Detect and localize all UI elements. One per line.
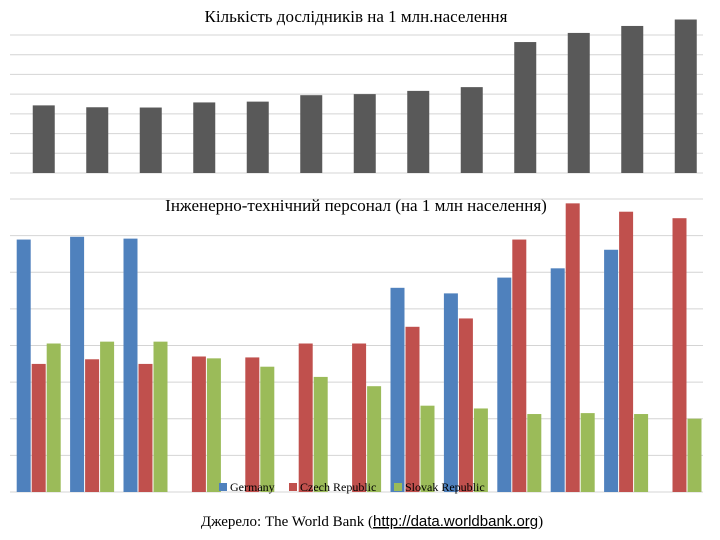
researchers-bar bbox=[407, 90, 430, 173]
bar-czech-republic bbox=[352, 343, 367, 492]
legend-label-czech-republic: Czech Republic bbox=[300, 480, 376, 494]
bar-czech-republic bbox=[619, 211, 634, 493]
bar-czech-republic bbox=[565, 203, 580, 492]
researchers-bar bbox=[246, 101, 269, 173]
researchers-bar bbox=[353, 94, 376, 173]
bar-czech-republic bbox=[405, 326, 420, 492]
researchers-bar bbox=[300, 95, 323, 173]
bar-germany bbox=[390, 287, 405, 492]
source-link[interactable]: http://data.worldbank.org bbox=[373, 513, 538, 530]
researchers-chart: Кількість дослідників на 1 млн.населення bbox=[10, 7, 703, 174]
bar-slovak-republic bbox=[206, 358, 221, 492]
legend-label-slovak-republic: Slovak Republic bbox=[405, 480, 485, 494]
legend-swatch-slovak-republic bbox=[394, 483, 402, 491]
engineering-staff-chart: Інженерно-технічний персонал (на 1 млн н… bbox=[10, 196, 703, 494]
researchers-bar bbox=[460, 87, 483, 173]
bar-czech-republic bbox=[31, 363, 46, 492]
engineering-chart-title: Інженерно-технічний персонал (на 1 млн н… bbox=[165, 196, 547, 215]
bar-slovak-republic bbox=[687, 418, 702, 492]
source-prefix: Джерело: The World Bank ( bbox=[201, 514, 373, 530]
bar-slovak-republic bbox=[367, 386, 382, 492]
researchers-bar bbox=[86, 107, 109, 173]
researchers-bar bbox=[567, 32, 590, 174]
bar-germany bbox=[123, 238, 138, 492]
researchers-bar bbox=[674, 19, 697, 173]
engineering-legend: Germany Czech Republic Slovak Republic bbox=[219, 480, 485, 494]
bar-germany bbox=[550, 268, 565, 492]
source-note: Джерело: The World Bank (http://data.wor… bbox=[201, 513, 543, 530]
researchers-bar bbox=[193, 102, 216, 173]
bar-czech-republic bbox=[672, 218, 687, 492]
bar-slovak-republic bbox=[313, 376, 328, 492]
bar-czech-republic bbox=[298, 343, 313, 492]
researchers-chart-title: Кількість дослідників на 1 млн.населення bbox=[205, 7, 508, 26]
bar-czech-republic bbox=[191, 356, 206, 492]
bar-germany bbox=[604, 249, 619, 492]
researchers-bars bbox=[32, 19, 697, 174]
researchers-bar bbox=[621, 25, 644, 173]
bar-czech-republic bbox=[512, 239, 527, 492]
bar-slovak-republic bbox=[420, 405, 435, 492]
bar-czech-republic bbox=[138, 363, 153, 492]
bar-czech-republic bbox=[245, 357, 260, 492]
bar-slovak-republic bbox=[260, 366, 275, 492]
bar-czech-republic bbox=[85, 359, 100, 492]
researchers-bar bbox=[32, 105, 55, 173]
legend-swatch-czech-republic bbox=[289, 483, 297, 491]
legend-swatch-germany bbox=[219, 483, 227, 491]
bar-germany bbox=[70, 236, 85, 492]
bar-slovak-republic bbox=[527, 414, 542, 492]
bar-germany bbox=[443, 293, 458, 492]
bar-slovak-republic bbox=[46, 343, 61, 492]
bar-germany bbox=[16, 239, 31, 492]
bar-slovak-republic bbox=[473, 408, 488, 492]
bar-slovak-republic bbox=[153, 341, 168, 492]
researchers-bar bbox=[139, 107, 162, 173]
bar-czech-republic bbox=[458, 318, 473, 492]
bar-germany bbox=[497, 277, 512, 492]
engineering-bars bbox=[16, 203, 702, 493]
bar-slovak-republic bbox=[634, 414, 649, 492]
bar-slovak-republic bbox=[100, 341, 115, 492]
source-suffix: ) bbox=[538, 514, 543, 530]
legend-label-germany: Germany bbox=[230, 480, 275, 494]
bar-slovak-republic bbox=[580, 413, 595, 492]
researchers-bar bbox=[514, 42, 537, 174]
